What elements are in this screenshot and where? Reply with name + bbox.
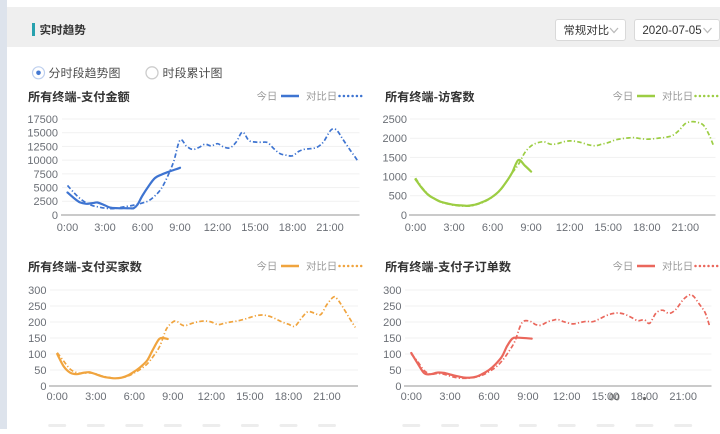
svg-text:150: 150 — [383, 333, 401, 345]
svg-text:250: 250 — [383, 301, 401, 313]
svg-text:6:00: 6:00 — [132, 222, 153, 234]
svg-text:50: 50 — [389, 365, 401, 377]
svg-text:1000: 1000 — [383, 172, 407, 184]
svg-text:1500: 1500 — [383, 152, 407, 164]
svg-text:18:00: 18:00 — [633, 222, 661, 234]
svg-text:250: 250 — [28, 301, 46, 313]
svg-text:7500: 7500 — [34, 169, 58, 181]
svg-text:15000: 15000 — [27, 128, 58, 140]
svg-text:3:00: 3:00 — [85, 391, 106, 403]
svg-text:6:00: 6:00 — [478, 391, 499, 403]
svg-text:5000: 5000 — [34, 183, 58, 195]
svg-text:500: 500 — [389, 191, 407, 203]
svg-text:0:00: 0:00 — [405, 222, 426, 234]
svg-text:12:00: 12:00 — [553, 391, 581, 403]
svg-text:12:00: 12:00 — [204, 222, 232, 234]
svg-text:50: 50 — [34, 365, 46, 377]
svg-text:6:00: 6:00 — [124, 391, 145, 403]
svg-text:3:00: 3:00 — [94, 222, 115, 234]
svg-text:00: 00 — [609, 392, 621, 403]
svg-text:2500: 2500 — [383, 114, 407, 126]
svg-text:12500: 12500 — [27, 141, 58, 153]
svg-text:9:00: 9:00 — [162, 391, 183, 403]
svg-text:9:00: 9:00 — [520, 222, 541, 234]
svg-text:300: 300 — [383, 285, 401, 297]
svg-text:21:00: 21:00 — [313, 391, 341, 403]
svg-text:21:00: 21:00 — [672, 222, 700, 234]
svg-text:9:00: 9:00 — [517, 391, 538, 403]
svg-text:2000: 2000 — [383, 133, 407, 145]
svg-text:6:00: 6:00 — [482, 222, 503, 234]
svg-text:0: 0 — [52, 210, 58, 222]
svg-text:9:00: 9:00 — [169, 222, 190, 234]
svg-text:0: 0 — [40, 381, 46, 393]
svg-text:3:00: 3:00 — [443, 222, 464, 234]
svg-text:0:00: 0:00 — [401, 391, 422, 403]
svg-text:200: 200 — [383, 317, 401, 329]
svg-text:12:00: 12:00 — [556, 222, 584, 234]
svg-text:2500: 2500 — [34, 196, 58, 208]
svg-text:15:00: 15:00 — [241, 222, 269, 234]
svg-text:18:00: 18:00 — [631, 391, 659, 403]
svg-text:300: 300 — [28, 285, 46, 297]
svg-text:3:00: 3:00 — [439, 391, 460, 403]
svg-text:17500: 17500 — [27, 114, 58, 126]
svg-text:15:00: 15:00 — [592, 391, 620, 403]
svg-text:100: 100 — [383, 349, 401, 361]
svg-text:200: 200 — [28, 317, 46, 329]
svg-text:15:00: 15:00 — [236, 391, 264, 403]
svg-text:10000: 10000 — [27, 155, 58, 167]
svg-text:0: 0 — [395, 381, 401, 393]
svg-text:100: 100 — [28, 349, 46, 361]
svg-text:15:00: 15:00 — [594, 222, 622, 234]
svg-text:21:00: 21:00 — [669, 391, 697, 403]
svg-text:0: 0 — [401, 210, 407, 222]
svg-text:2020-07-05: 2020-07-05 — [642, 24, 701, 37]
svg-text:0:00: 0:00 — [57, 222, 78, 234]
svg-text:18:00: 18:00 — [279, 222, 307, 234]
svg-text:12:00: 12:00 — [198, 391, 226, 403]
svg-text:18:00: 18:00 — [275, 391, 303, 403]
svg-text:0:00: 0:00 — [46, 391, 67, 403]
svg-text:21:00: 21:00 — [316, 222, 344, 234]
svg-text:150: 150 — [28, 333, 46, 345]
